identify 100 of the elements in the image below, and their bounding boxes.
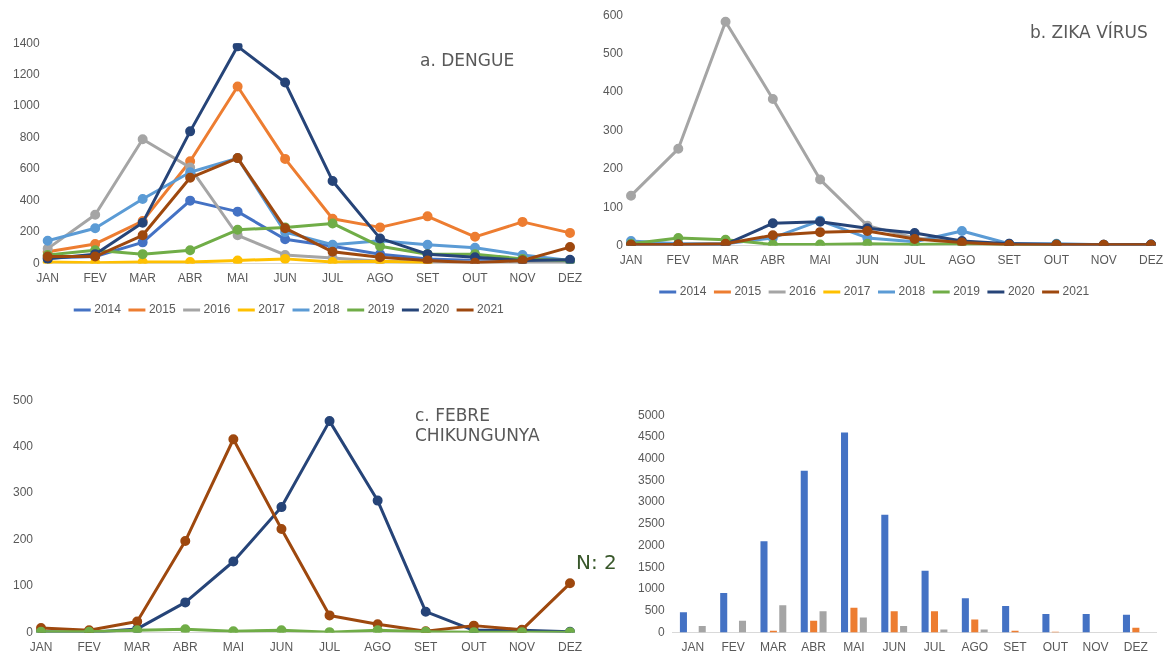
x-tick-label: MAR xyxy=(760,640,788,655)
x-tick-label: JAN xyxy=(29,640,53,655)
y-tick-label: 500 xyxy=(644,603,666,618)
x-tick-label: SET xyxy=(414,640,439,655)
y-tick-label: 1400 xyxy=(12,35,41,50)
y-tick-label: 1500 xyxy=(637,559,666,574)
x-tick-label: NOV xyxy=(1090,253,1117,268)
x-tick-label: OUT xyxy=(1042,640,1069,655)
y-tick-label: 2500 xyxy=(637,516,666,531)
y-tick-label: 500 xyxy=(12,392,34,407)
y-tick-label: 0 xyxy=(658,624,666,639)
x-tick-label: AGO xyxy=(948,253,976,268)
x-tick-label: MAR xyxy=(129,271,157,286)
x-tick-label: SET xyxy=(415,271,440,286)
y-tick-label: 200 xyxy=(19,224,41,239)
x-tick-label: JUL xyxy=(923,640,946,655)
legend-label: 2019 xyxy=(953,284,981,299)
y-tick-label: 4000 xyxy=(637,450,666,465)
x-tick-label: DEZ xyxy=(1139,253,1163,268)
x-tick-label: OUT xyxy=(462,271,489,286)
x-tick-label: ABR xyxy=(760,253,786,268)
x-tick-label: MAR xyxy=(712,253,740,268)
legend-label: 2015 xyxy=(148,302,176,317)
x-tick-label: MAR xyxy=(123,640,151,655)
legend-label: 2018 xyxy=(898,284,926,299)
x-tick-label: MAI xyxy=(843,640,865,655)
legend-label: 2017 xyxy=(843,284,871,299)
x-tick-label: AGO xyxy=(364,640,391,655)
x-tick-label: JUL xyxy=(903,253,926,268)
y-tick-label: 800 xyxy=(19,129,41,144)
x-tick-label: JAN xyxy=(36,271,60,286)
x-tick-label: MAI xyxy=(226,271,249,286)
y-tick-label: 1000 xyxy=(12,98,41,113)
legend-label: 2016 xyxy=(203,302,231,317)
legend-label: 2016 xyxy=(789,284,817,299)
x-tick-label: JUN xyxy=(882,640,906,655)
y-tick-label: 300 xyxy=(12,485,34,500)
x-tick-label: NOV xyxy=(508,640,535,655)
x-tick-label: MAI xyxy=(809,253,831,268)
x-tick-label: JUN xyxy=(855,253,880,268)
legend-label: 2017 xyxy=(258,302,286,317)
text: N: 2 xyxy=(576,550,617,574)
x-tick-label: FEV xyxy=(666,253,690,268)
y-tick-label: 200 xyxy=(12,531,34,546)
y-tick-label: 200 xyxy=(602,161,624,176)
legend-label: 2014 xyxy=(94,302,122,317)
x-tick-label: OUT xyxy=(1043,253,1070,268)
x-tick-label: JAN xyxy=(619,253,643,268)
y-tick-label: 1000 xyxy=(637,581,666,596)
x-tick-label: MAI xyxy=(222,640,245,655)
y-tick-label: 600 xyxy=(19,161,41,176)
legend-label: 2015 xyxy=(734,284,762,299)
text: b. ZIKA VÍRUS xyxy=(1030,22,1149,42)
x-tick-label: ABR xyxy=(801,640,827,655)
legend-label: 2021 xyxy=(477,302,505,317)
x-tick-label: NOV xyxy=(509,271,536,286)
y-tick-label: 600 xyxy=(602,7,624,22)
y-tick-label: 1200 xyxy=(12,67,41,81)
text: a. DENGUE xyxy=(420,50,516,70)
legend-label: 2020 xyxy=(422,302,450,317)
x-tick-label: DEZ xyxy=(1123,640,1148,655)
x-tick-label: FEV xyxy=(721,640,745,655)
x-tick-label: AGO xyxy=(366,271,394,286)
y-tick-label: 400 xyxy=(19,192,41,207)
x-tick-label: JAN xyxy=(681,640,705,655)
x-tick-label: JUL xyxy=(318,640,341,655)
y-tick-label: 100 xyxy=(602,199,624,214)
text: c. FEBRE CHIKUNGUNYA xyxy=(415,405,541,445)
y-tick-label: 400 xyxy=(12,438,34,453)
x-tick-label: FEV xyxy=(83,271,107,286)
legend-label: 2014 xyxy=(679,284,707,299)
x-tick-label: SET xyxy=(997,253,1022,268)
legend-label: 2021 xyxy=(1062,284,1090,299)
legend-label: 2019 xyxy=(367,302,395,317)
x-tick-label: AGO xyxy=(961,640,989,655)
x-tick-label: ABR xyxy=(177,271,203,286)
y-tick-label: 0 xyxy=(26,624,34,639)
x-tick-label: FEV xyxy=(77,640,101,655)
x-tick-label: DEZ xyxy=(558,271,582,286)
y-tick-label: 400 xyxy=(602,84,624,99)
y-tick-label: 0 xyxy=(33,255,41,270)
y-tick-label: 2000 xyxy=(637,537,666,552)
x-tick-label: JUN xyxy=(269,640,294,655)
y-tick-label: 3000 xyxy=(637,494,666,509)
x-tick-label: SET xyxy=(1003,640,1028,655)
x-tick-label: JUL xyxy=(321,271,344,286)
x-tick-label: ABR xyxy=(172,640,198,655)
legend-label: 2020 xyxy=(1007,284,1035,299)
x-tick-label: NOV xyxy=(1082,640,1109,655)
legend-label: 2018 xyxy=(313,302,341,317)
y-tick-label: 5000 xyxy=(637,407,666,422)
y-tick-label: 3500 xyxy=(637,472,666,487)
y-tick-label: 300 xyxy=(602,122,624,137)
x-tick-label: DEZ xyxy=(558,640,582,655)
x-tick-label: JUN xyxy=(273,271,297,286)
y-tick-label: 0 xyxy=(616,237,624,252)
y-tick-label: 500 xyxy=(602,45,624,60)
x-tick-label: OUT xyxy=(461,640,488,655)
y-tick-label: 100 xyxy=(12,578,34,593)
y-tick-label: 4500 xyxy=(637,429,666,444)
